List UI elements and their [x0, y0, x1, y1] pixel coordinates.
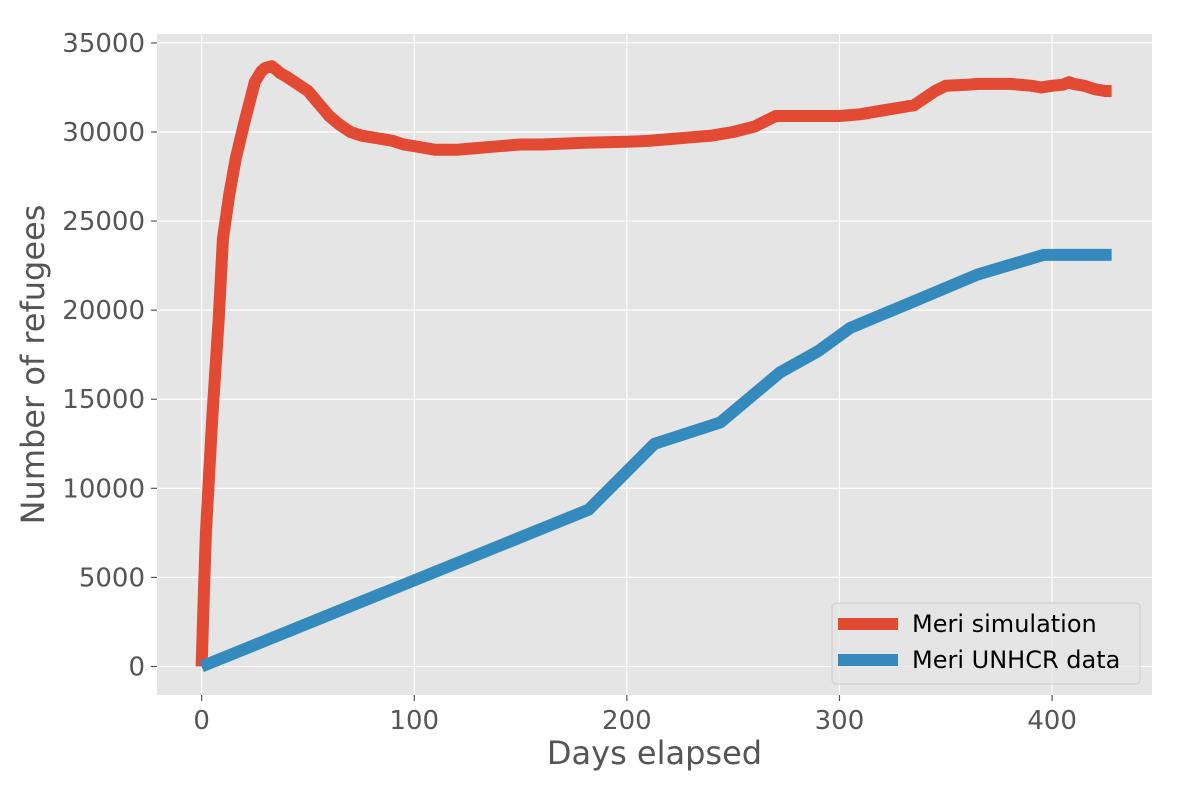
- y-tick-label: 25000: [62, 207, 145, 237]
- x-tick-label: 300: [815, 706, 865, 736]
- x-tick-label: 200: [602, 706, 652, 736]
- x-tick-label: 400: [1027, 706, 1077, 736]
- y-tick-label: 20000: [62, 296, 145, 326]
- y-tick-label: 15000: [62, 385, 145, 415]
- y-tick-label: 0: [128, 652, 145, 682]
- plot-background: [157, 34, 1152, 695]
- series-line-meri-simulation: [195, 60, 1112, 667]
- x-tick-label: 100: [389, 706, 439, 736]
- y-tick-label: 10000: [62, 474, 145, 504]
- series-line-meri-unhcr-data: [199, 248, 1112, 673]
- legend-box: [831, 602, 1141, 685]
- axis-ticks: 0 100 200 300 400 0 5000 10000 15000 20000 25000 30…: [62, 29, 1077, 736]
- y-tick-label: 35000: [62, 29, 145, 59]
- series-lines: [195, 60, 1112, 673]
- legend-label-meri-unhcr-data: Meri UNHCR data: [912, 646, 1120, 674]
- legend-label-meri-simulation: Meri simulation: [912, 610, 1097, 638]
- x-tick-label: 0: [193, 706, 210, 736]
- x-axis-label: Days elapsed: [547, 734, 762, 772]
- y-tick-label: 5000: [79, 563, 145, 593]
- legend: Meri simulation Meri UNHCR data: [831, 602, 1141, 685]
- y-tick-label: 30000: [62, 118, 145, 148]
- y-axis-label: Number of refugees: [14, 205, 52, 525]
- gridlines: [157, 34, 1152, 695]
